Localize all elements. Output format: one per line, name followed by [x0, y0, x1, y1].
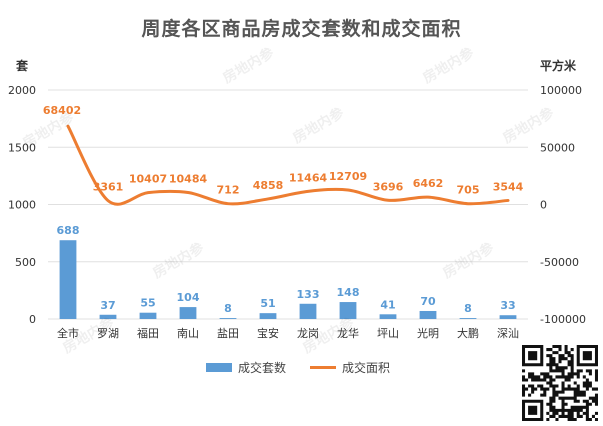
line-data-label: 4858 [253, 179, 284, 192]
line-data-label: 3696 [373, 180, 404, 193]
left-axis-unit: 套 [16, 59, 29, 73]
x-axis-tick-label: 龙岗 [297, 327, 319, 340]
legend-label-line: 成交面积 [342, 361, 391, 375]
x-axis-tick-label: 盐田 [217, 327, 239, 340]
bar-data-label: 8 [224, 302, 232, 315]
bar-mark [379, 314, 397, 319]
x-axis-tick-label: 坪山 [377, 327, 399, 340]
right-axis-tick-label: 50000 [540, 141, 575, 154]
bar-mark [59, 240, 77, 319]
bar-mark [259, 313, 277, 319]
bar-mark [499, 315, 517, 319]
line-data-label: 6462 [413, 177, 444, 190]
legend-item-line: 成交面积 [310, 359, 390, 376]
line-data-label: 3544 [493, 180, 524, 193]
line-series-path [66, 124, 510, 206]
legend-label-bar: 成交套数 [238, 361, 287, 375]
bar-mark [99, 314, 117, 319]
bar-data-label: 70 [420, 295, 436, 308]
right-axis-tick-label: 100000 [540, 84, 582, 97]
x-axis-tick-label: 光明 [417, 326, 439, 340]
bar-mark [459, 318, 477, 319]
left-axis-tick-label: 1500 [8, 141, 36, 154]
bar-mark [139, 312, 157, 319]
line-data-label: 705 [457, 184, 480, 197]
qr-code-image [522, 345, 598, 421]
x-axis-tick-label: 福田 [137, 326, 159, 340]
bar-mark [299, 303, 317, 319]
line-data-label: 68402 [43, 104, 81, 117]
bar-mark [339, 302, 357, 319]
right-axis-tick-label: -100000 [540, 313, 586, 326]
bar-data-label: 104 [177, 291, 200, 304]
bar-data-label: 148 [337, 286, 360, 299]
legend-swatch-line [310, 366, 336, 369]
bar-data-label: 8 [464, 302, 472, 315]
legend-swatch-bar [206, 363, 232, 372]
right-axis-unit: 平方米 [540, 59, 577, 73]
left-axis-tick-label: 1000 [8, 199, 36, 212]
right-axis-tick-label: 0 [540, 199, 547, 212]
legend-item-bar: 成交套数 [206, 359, 286, 376]
x-axis-tick-label: 罗湖 [97, 327, 119, 340]
x-axis-tick-label: 宝安 [257, 326, 279, 340]
bar-data-label: 688 [57, 224, 80, 237]
line-data-label: 11464 [289, 171, 328, 184]
bar-data-label: 37 [100, 299, 115, 312]
line-data-label: 10407 [129, 173, 167, 186]
x-axis-tick-label: 全市 [57, 326, 79, 340]
x-axis-tick-label: 深汕 [497, 327, 519, 340]
line-data-label: 712 [217, 184, 240, 197]
line-data-label: 12709 [329, 170, 367, 183]
x-axis-tick-label: 龙华 [337, 326, 359, 340]
left-axis-tick-label: 500 [15, 256, 36, 269]
right-axis-tick-label: -50000 [540, 256, 579, 269]
bar-data-label: 41 [380, 298, 395, 311]
bar-mark [219, 318, 237, 319]
line-data-label: 3361 [93, 181, 124, 194]
bar-mark [179, 307, 197, 319]
x-axis-tick-label: 南山 [177, 327, 199, 340]
chart-title: 周度各区商品房成交套数和成交面积 [141, 18, 462, 40]
left-axis-tick-label: 2000 [8, 84, 36, 97]
bar-data-label: 51 [260, 297, 275, 310]
line-data-label: 10484 [169, 172, 208, 185]
bar-data-label: 55 [140, 297, 155, 310]
bar-mark [419, 310, 437, 319]
left-axis-tick-label: 0 [29, 313, 36, 326]
x-axis-tick-label: 大鹏 [457, 326, 479, 340]
bar-data-label: 133 [297, 288, 320, 301]
bar-data-label: 33 [500, 299, 515, 312]
